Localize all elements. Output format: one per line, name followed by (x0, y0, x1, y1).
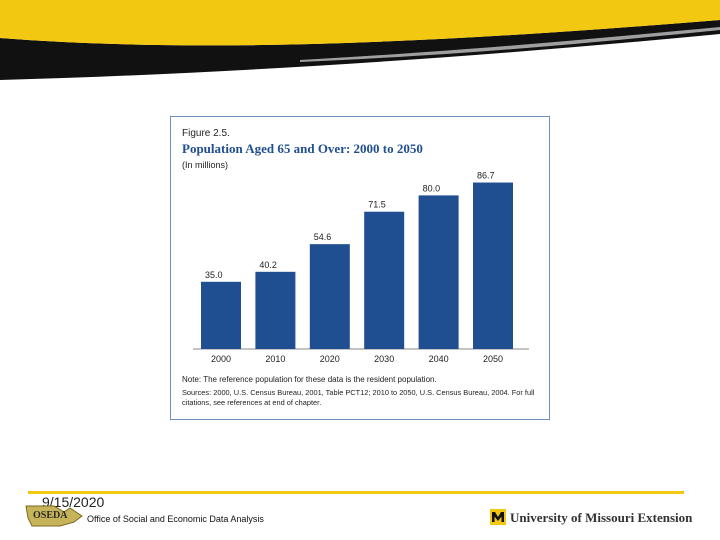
figure-subtitle: (In millions) (182, 160, 229, 170)
x-tick-label: 2050 (483, 354, 503, 364)
figure-sources: Sources: 2000, U.S. Census Bureau, 2001,… (182, 388, 535, 407)
bar-value-label: 86.7 (477, 171, 495, 181)
banner-yellow-swoosh (0, 0, 720, 46)
bar-2000 (201, 281, 241, 349)
banner-black-swoosh (0, 20, 720, 80)
oseda-logo: OSEDA (25, 505, 83, 527)
footer-divider (28, 491, 684, 494)
bar-2030 (364, 211, 405, 349)
bar-2020 (309, 244, 350, 349)
x-tick-label: 2030 (374, 354, 394, 364)
bar-value-label: 54.6 (314, 232, 332, 242)
figure-panel: Figure 2.5. Population Aged 65 and Over:… (170, 116, 550, 420)
banner-white-streak (300, 27, 720, 62)
header-banner (0, 0, 720, 80)
figure-label: Figure 2.5. (182, 128, 230, 139)
bar-value-label: 40.2 (259, 260, 277, 270)
figure-note: Note: The reference population for these… (182, 375, 437, 384)
footer-office-name: Office of Social and Economic Data Analy… (87, 514, 264, 524)
footer-extension-name: University of Missouri Extension (510, 510, 693, 525)
mu-logo-icon (490, 509, 506, 525)
figure-title: Population Aged 65 and Over: 2000 to 205… (182, 141, 423, 156)
bar-2010 (255, 271, 296, 349)
x-tick-label: 2020 (320, 354, 340, 364)
oseda-logo-text: OSEDA (33, 510, 68, 521)
bar-2040 (418, 195, 459, 349)
x-tick-label: 2040 (429, 354, 449, 364)
bar-value-label: 71.5 (368, 200, 386, 210)
x-tick-label: 2010 (265, 354, 285, 364)
x-tick-label: 2000 (211, 354, 231, 364)
bar-value-label: 80.0 (423, 183, 441, 193)
footer-date: 9/15/2020 (42, 494, 105, 510)
bar-chart: 35.0 2000 40.2 2010 54.6 2020 71.5 2030 80.0 2040… (193, 171, 529, 364)
bar-value-label: 35.0 (205, 270, 223, 280)
bar-2050 (473, 182, 513, 349)
